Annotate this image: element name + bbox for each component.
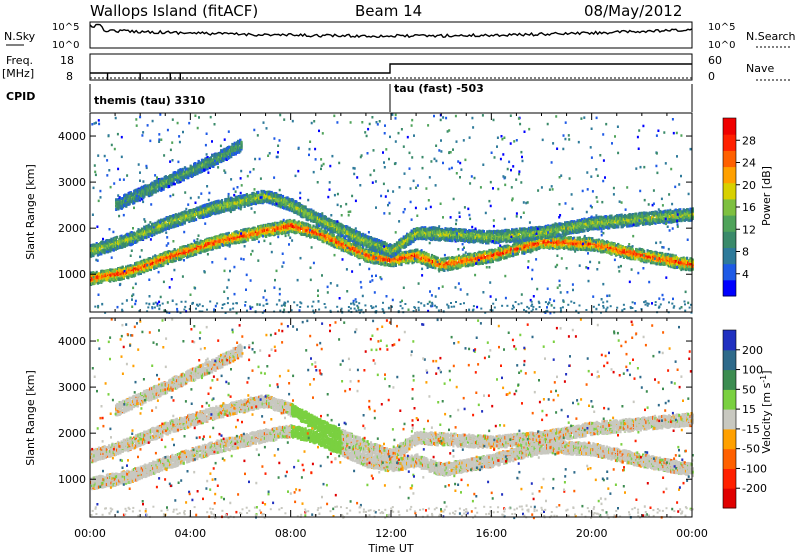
- data-cell: [245, 232, 247, 235]
- data-cell: [289, 230, 291, 233]
- station-title: Wallops Island (fitACF): [90, 2, 258, 20]
- data-cell: [652, 261, 654, 264]
- data-cell: [134, 274, 136, 277]
- cpid-label: CPID: [6, 90, 35, 103]
- data-cell: [294, 221, 296, 224]
- data-cell: [643, 250, 645, 253]
- data-cell: [130, 264, 132, 267]
- data-cell: [552, 247, 554, 250]
- data-cell: [400, 263, 402, 266]
- data-cell: [265, 235, 267, 238]
- data-cell: [545, 243, 547, 246]
- nsearch-label: N.Search: [746, 30, 796, 43]
- nsky-panel-frame: [90, 22, 692, 48]
- data-cell: [536, 244, 538, 247]
- data-cell: [312, 225, 314, 228]
- date-title: 08/May/2012: [584, 2, 682, 20]
- data-cell: [589, 242, 591, 245]
- freq-tick-bottom: 8: [66, 70, 73, 83]
- nave-label: Nave: [746, 62, 774, 75]
- data-cell: [211, 237, 213, 240]
- data-cell: [127, 276, 129, 279]
- freq-unit-label: [MHz]: [2, 67, 34, 80]
- nave-tick-bottom: 0: [708, 70, 715, 83]
- beam-title: Beam 14: [355, 2, 422, 20]
- nave-tick-top: 60: [708, 54, 722, 67]
- freq-label: Freq.: [6, 54, 33, 67]
- nsky-series-line: [90, 25, 692, 38]
- data-cell: [610, 252, 612, 255]
- data-cell: [603, 250, 605, 253]
- nsky-tick-bottom: 10^0: [52, 40, 79, 51]
- nsky-label: N.Sky: [4, 30, 36, 43]
- data-cell: [686, 257, 688, 260]
- data-cell: [482, 262, 484, 265]
- freq-spikes: [108, 73, 181, 80]
- data-cell: [579, 238, 581, 241]
- nsearch-tick-top: 10^5: [708, 22, 735, 33]
- data-cell: [500, 257, 502, 260]
- nsearch-tick-bottom: 10^0: [708, 40, 735, 51]
- data-cell: [586, 237, 588, 240]
- data-cell: [470, 254, 472, 257]
- data-cell: [277, 232, 279, 235]
- data-cell: [256, 236, 258, 239]
- data-cell: [484, 256, 486, 259]
- data-cell: [634, 257, 636, 260]
- data-cell: [645, 260, 647, 263]
- cpid-mode-2: tau (fast) -503: [394, 82, 484, 95]
- data-cell: [492, 250, 494, 253]
- data-cell: [428, 254, 430, 257]
- data-cell: [651, 251, 653, 254]
- data-cell: [122, 266, 124, 269]
- freq-tick-top: 18: [60, 54, 74, 67]
- data-cell: [518, 250, 520, 253]
- data-cell: [416, 249, 418, 252]
- data-cell: [183, 254, 185, 257]
- data-cell: [648, 260, 650, 263]
- data-cell: [641, 258, 643, 261]
- data-cell: [552, 244, 554, 247]
- data-cell: [295, 231, 297, 234]
- cpid-mode-1: themis (tau) 3310: [94, 94, 206, 107]
- data-cell: [309, 225, 311, 228]
- freq-series-line: [90, 64, 692, 73]
- data-cell: [464, 254, 466, 257]
- nsky-tick-top: 10^5: [52, 22, 79, 33]
- data-cell: [505, 256, 507, 259]
